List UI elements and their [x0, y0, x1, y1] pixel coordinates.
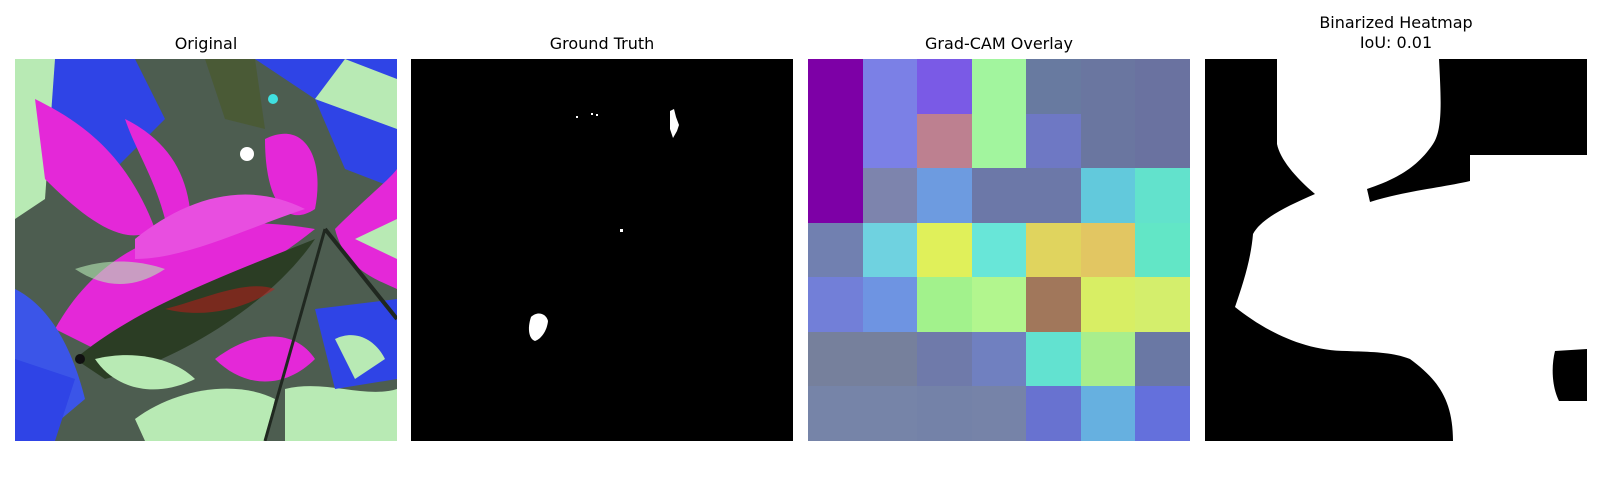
gradcam-cell [1026, 59, 1081, 114]
ground-truth-title: Ground Truth [549, 34, 655, 53]
gradcam-cell [972, 223, 1026, 277]
gradcam-cell [808, 114, 863, 168]
binarized-panel: Binarized Heatmap IoU: 0.01 [1205, 0, 1587, 441]
gradcam-cell [917, 59, 972, 114]
binarized-title: Binarized Heatmap IoU: 0.01 [1319, 13, 1473, 52]
gradcam-cell [917, 223, 972, 277]
gradcam-cell [1026, 168, 1081, 223]
gradcam-cell [972, 277, 1026, 332]
gradcam-cell [1135, 168, 1190, 223]
gradcam-cell [917, 168, 972, 223]
gradcam-cell [1135, 332, 1190, 386]
gradcam-cell [972, 114, 1026, 168]
gradcam-cell [917, 386, 972, 441]
original-panel: Original [15, 0, 397, 441]
gradcam-cell [863, 332, 917, 386]
ground-truth-panel: Ground Truth [411, 0, 793, 441]
gradcam-cell [1081, 59, 1135, 114]
gradcam-cell [1081, 223, 1135, 277]
original-image [15, 59, 397, 441]
gradcam-cell [1026, 223, 1081, 277]
gradcam-cell [1026, 386, 1081, 441]
gradcam-cell [1081, 277, 1135, 332]
gradcam-cell [1026, 277, 1081, 332]
gradcam-cell [1135, 59, 1190, 114]
original-title: Original [174, 34, 238, 53]
gradcam-cell [808, 386, 863, 441]
gradcam-cell [1135, 277, 1190, 332]
gradcam-cell [863, 114, 917, 168]
gradcam-cell [1135, 114, 1190, 168]
ground-truth-mask [411, 59, 793, 441]
gradcam-cell [808, 59, 863, 114]
gradcam-cell [808, 277, 863, 332]
gradcam-cell [1081, 168, 1135, 223]
binarized-heatmap [1205, 59, 1587, 441]
gradcam-cell [863, 59, 917, 114]
gradcam-overlay [808, 59, 1190, 441]
gradcam-cell [1081, 332, 1135, 386]
gradcam-cell [972, 332, 1026, 386]
gradcam-cell [1081, 114, 1135, 168]
gradcam-cell [863, 277, 917, 332]
gradcam-cell [808, 223, 863, 277]
gradcam-cell [1135, 386, 1190, 441]
gradcam-cell [917, 114, 972, 168]
gradcam-cell [1135, 223, 1190, 277]
gradcam-cell [863, 168, 917, 223]
gradcam-cell [808, 332, 863, 386]
gradcam-cell [972, 386, 1026, 441]
gradcam-cell [1081, 386, 1135, 441]
gradcam-cell [1026, 332, 1081, 386]
gradcam-cell [972, 168, 1026, 223]
gradcam-cell [808, 168, 863, 223]
gradcam-cell [1026, 114, 1081, 168]
gradcam-cell [863, 223, 917, 277]
gradcam-panel: Grad-CAM Overlay [808, 0, 1190, 441]
gradcam-cell [917, 277, 972, 332]
gradcam-cell [917, 332, 972, 386]
gradcam-cell [972, 59, 1026, 114]
gradcam-title: Grad-CAM Overlay [925, 34, 1073, 53]
gradcam-cell [863, 386, 917, 441]
